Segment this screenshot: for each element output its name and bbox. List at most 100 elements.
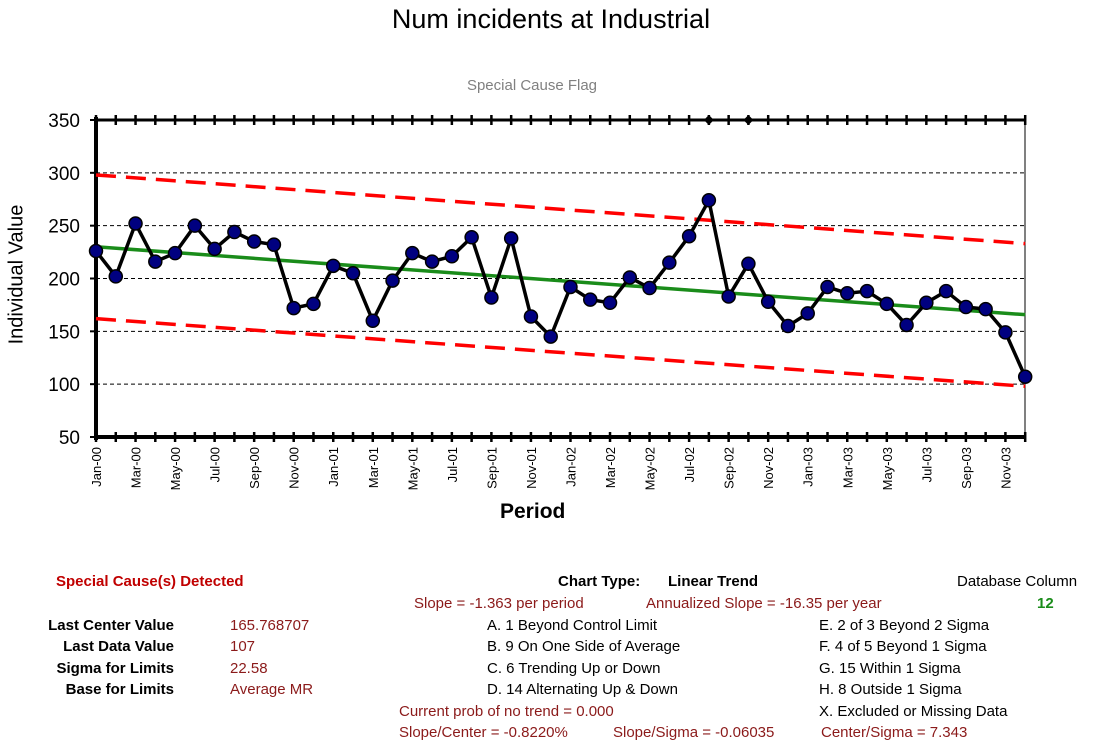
rule-c: C. 6 Trending Up or Down: [487, 660, 661, 677]
data-point: [563, 279, 578, 295]
base-for-limits-value: Average MR: [230, 681, 314, 698]
upper-control-limit: [95, 173, 1026, 246]
data-point: [148, 254, 163, 269]
data-point: [365, 313, 381, 329]
data-point: [1017, 369, 1033, 385]
rule-g: G. 15 Within 1 Sigma: [819, 660, 961, 677]
data-point: [583, 292, 598, 307]
data-point: [840, 286, 855, 301]
x-tick-label: Jul-01: [445, 447, 460, 482]
y-tick-label: 300: [48, 164, 80, 185]
x-tick-label: Sep-02: [722, 447, 737, 489]
data-point: [543, 329, 558, 344]
database-column-value: 12: [1037, 595, 1054, 612]
data-point: [424, 254, 440, 269]
data-point: [741, 256, 756, 271]
x-tick-label: Mar-01: [366, 447, 381, 488]
y-tick-label: 150: [48, 322, 80, 343]
data-point: [760, 294, 776, 309]
rule-h: H. 8 Outside 1 Sigma: [819, 681, 962, 698]
chart-type-value: Linear Trend: [668, 573, 759, 590]
data-point: [820, 279, 835, 295]
special-cause-flag-marker: [743, 115, 754, 125]
data-point: [128, 216, 143, 231]
data-point: [484, 290, 499, 305]
data-point: [899, 317, 914, 333]
lower-control-limit: [95, 316, 1026, 389]
data-point: [958, 299, 974, 315]
x-tick-label: Nov-02: [761, 447, 776, 489]
y-tick-label: 350: [48, 111, 80, 132]
data-point: [800, 306, 815, 321]
data-point: [207, 241, 222, 257]
special-cause-detected-label: Special Cause(s) Detected: [56, 573, 244, 590]
x-tick-label: Jan-02: [563, 447, 578, 487]
data-point: [286, 300, 301, 316]
x-tick-label: Jul-02: [682, 447, 697, 482]
data-point: [978, 301, 993, 317]
data-point: [879, 296, 895, 312]
x-tick-label: Jul-00: [208, 447, 223, 482]
rule-f: F. 4 of 5 Beyond 1 Sigma: [819, 638, 987, 655]
data-point: [642, 280, 657, 296]
data-point: [464, 230, 479, 245]
y-tick-label: 250: [48, 217, 80, 238]
rule-b: B. 9 On One Side of Average: [487, 638, 681, 655]
last-data-value: 107: [230, 638, 256, 655]
slope-center: Slope/Center = -0.8220%: [399, 724, 568, 741]
x-tick-label: Nov-03: [998, 447, 1013, 489]
y-tick-label: 200: [48, 270, 80, 291]
center-sigma: Center/Sigma = 7.343: [821, 724, 968, 741]
x-tick-label: May-02: [643, 447, 658, 490]
x-tick-label: Nov-01: [524, 447, 539, 489]
x-tick-label: May-01: [405, 447, 420, 490]
y-tick-label: 100: [48, 375, 80, 396]
prob-no-trend: Current prob of no trend = 0.000: [399, 703, 614, 720]
x-axis-label: Period: [500, 500, 566, 523]
sigma-for-limits-value: 22.58: [230, 660, 268, 677]
data-point: [385, 273, 400, 288]
y-tick-label: 50: [59, 428, 80, 449]
x-tick-label: May-00: [168, 447, 183, 490]
x-tick-label: Mar-03: [840, 447, 855, 488]
rule-d: D. 14 Alternating Up & Down: [487, 681, 678, 698]
last-center-value-label: Last Center Value: [48, 617, 174, 634]
data-point: [246, 234, 262, 249]
chart-type-label: Chart Type:: [558, 573, 641, 590]
data-point: [444, 249, 460, 264]
x-tick-label: Jan-00: [89, 447, 104, 487]
slope-sigma: Slope/Sigma = -0.06035: [613, 724, 775, 741]
data-point: [503, 231, 519, 246]
x-tick-label: Sep-01: [484, 447, 499, 489]
data-point: [306, 296, 321, 312]
data-point: [622, 270, 638, 285]
data-point: [602, 295, 618, 311]
annualized-slope-text: Annualized Slope = -16.35 per year: [646, 595, 882, 612]
data-point: [266, 237, 282, 252]
data-point: [88, 243, 104, 259]
rule-a: A. 1 Beyond Control Limit: [487, 617, 658, 634]
x-tick-label: Nov-00: [287, 447, 302, 489]
special-cause-flag-label: Special Cause Flag: [466, 77, 598, 94]
data-point: [938, 283, 954, 299]
special-cause-flag-marker: [703, 115, 714, 125]
data-point: [859, 283, 875, 299]
data-point: [187, 218, 203, 233]
data-point: [998, 325, 1013, 340]
rule-x: X. Excluded or Missing Data: [819, 703, 1008, 720]
data-point: [227, 224, 242, 240]
data-point: [780, 318, 796, 334]
x-tick-label: Jan-01: [326, 447, 341, 487]
data-point: [523, 309, 539, 324]
x-tick-label: Mar-00: [129, 447, 144, 488]
rule-e: E. 2 of 3 Beyond 2 Sigma: [819, 617, 990, 634]
x-tick-label: Sep-00: [247, 447, 262, 489]
data-point: [405, 245, 420, 261]
data-point: [701, 193, 717, 208]
x-tick-label: Jan-03: [801, 447, 816, 487]
base-for-limits-label: Base for Limits: [65, 681, 174, 698]
data-point: [721, 289, 736, 304]
sigma-for-limits-label: Sigma for Limits: [56, 660, 174, 677]
center-line: [95, 245, 1026, 317]
data-point: [167, 245, 183, 261]
